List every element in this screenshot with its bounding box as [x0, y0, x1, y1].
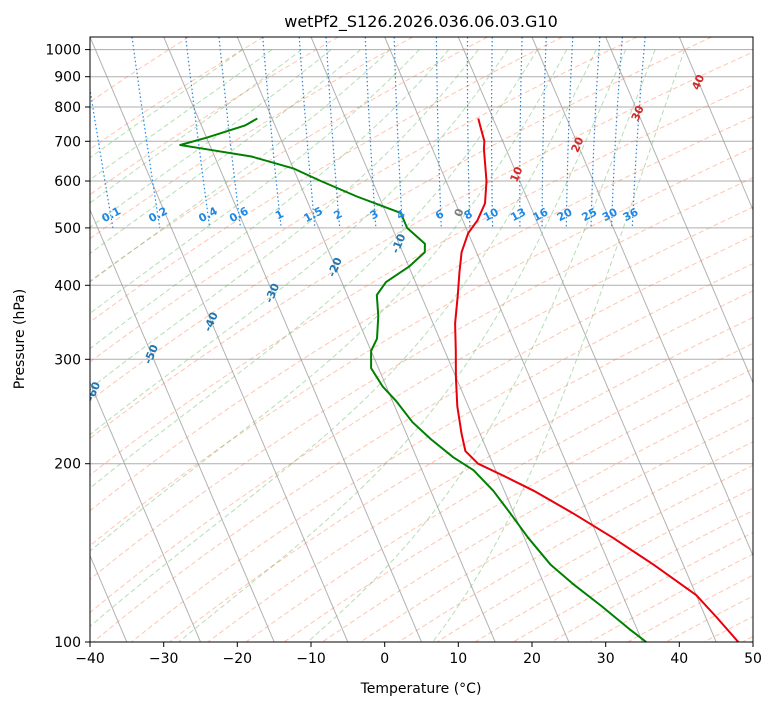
x-tick-label: −40 — [75, 651, 105, 667]
y-tick-label: 100 — [54, 635, 81, 651]
moist-adiabat-line — [90, 49, 332, 228]
isotherm-line — [310, 37, 570, 642]
dry-adiabat-line — [245, 342, 753, 642]
mixing-ratio-label: 16 — [531, 205, 551, 224]
moist-adiabat-line — [90, 49, 361, 255]
y-tick-label: 800 — [54, 100, 81, 116]
x-tick-label: 0 — [380, 651, 389, 667]
temperature-profile-line — [454, 118, 740, 642]
x-tick-label: 50 — [744, 651, 762, 667]
isotherm-line — [678, 37, 753, 212]
moist-adiabat-line — [90, 49, 420, 315]
isotherm-line — [531, 37, 753, 557]
mixing-ratio-lines — [90, 37, 646, 229]
moist-adiabat-line — [90, 49, 509, 436]
mixing-ratio-line — [131, 37, 161, 228]
profile-series — [179, 117, 740, 642]
x-tick-label: 30 — [597, 651, 615, 667]
plot-frame — [89, 36, 754, 643]
isotherm-line — [90, 208, 275, 642]
isotherm-label: 10 — [508, 164, 526, 183]
mixing-ratio-line — [631, 37, 646, 228]
isotherm-line — [236, 37, 496, 642]
y-tick-label: 200 — [54, 457, 81, 473]
dry-adiabat-line — [207, 316, 753, 642]
dry-adiabat-line — [90, 116, 753, 512]
dry-adiabat-line — [90, 37, 712, 402]
mixing-ratio-label: 36 — [621, 205, 641, 224]
chart-title: wetPf2_S126.2026.036.06.03.G10 — [284, 12, 558, 32]
x-tick-label: 40 — [670, 651, 688, 667]
isotherm-line — [457, 37, 717, 642]
dry-adiabat-line — [90, 84, 753, 476]
mixing-ratio-label: 30 — [600, 205, 620, 224]
y-tick-label: 600 — [54, 174, 81, 190]
x-axis-ticks: −40 −30 −20 −10 0 10 20 30 40 50 — [75, 642, 762, 667]
dry-adiabat-line — [90, 51, 753, 440]
dry-adiabat-line — [90, 177, 753, 581]
isotherm-line — [90, 37, 349, 642]
isotherm-line — [605, 37, 753, 384]
mixing-ratio-line — [90, 85, 114, 229]
moist-adiabat-line — [90, 49, 597, 628]
isotherm-line — [90, 381, 201, 642]
moist-adiabat-line — [178, 49, 627, 642]
moist-adiabat-line — [90, 49, 450, 350]
isotherm-label: 20 — [569, 135, 587, 154]
y-tick-label: 700 — [54, 134, 81, 150]
dry-adiabat-line — [90, 37, 339, 196]
mixing-ratio-label: 13 — [508, 205, 528, 224]
dry-adiabat-line — [131, 263, 753, 642]
mixing-ratio-line — [218, 37, 242, 228]
y-tick-label: 900 — [54, 70, 81, 86]
y-tick-label: 1000 — [45, 43, 81, 59]
mixing-ratio-line — [298, 37, 316, 228]
x-tick-label: 20 — [523, 651, 541, 667]
mixing-ratio-label: 25 — [580, 205, 600, 224]
y-tick-label: 300 — [54, 352, 81, 368]
moist-adiabat-line — [90, 49, 538, 489]
mixing-ratio-label: 20 — [555, 205, 575, 224]
x-tick-label: 10 — [449, 651, 467, 667]
moist-adiabat-line — [432, 49, 686, 642]
moist-adiabat-line — [90, 49, 243, 159]
y-tick-label: 400 — [54, 278, 81, 294]
dry-adiabat-line — [90, 37, 414, 240]
y-axis-title: Pressure (hPa) — [12, 289, 28, 389]
dry-adiabat-line — [169, 290, 753, 642]
dry-adiabat-line — [90, 147, 753, 547]
mixing-ratio-line — [185, 37, 211, 228]
isotherm-label: 40 — [689, 72, 707, 91]
isotherm-line — [384, 37, 643, 642]
x-tick-label: −30 — [149, 651, 179, 667]
x-tick-label: −20 — [223, 651, 253, 667]
moist-adiabat-line — [307, 49, 656, 642]
moist-adiabats — [90, 49, 686, 642]
dewpoint-profile-line — [179, 117, 647, 642]
moist-adiabat-line — [90, 49, 568, 552]
isotherm-label: 30 — [629, 103, 647, 122]
mixing-ratio-line — [262, 37, 282, 228]
y-tick-label: 500 — [54, 221, 81, 237]
dry-adiabat-line — [90, 37, 264, 150]
x-tick-label: −10 — [296, 651, 326, 667]
y-axis-ticks: 100 200 300 400 500 600 700 800 900 1000 — [45, 43, 90, 651]
isobar-gridlines — [90, 49, 753, 642]
dry-adiabat-line — [90, 37, 563, 323]
mixing-ratio-label: 10 — [481, 205, 501, 224]
x-axis-title: Temperature (°C) — [360, 681, 482, 697]
dry-adiabat-line — [90, 37, 488, 282]
